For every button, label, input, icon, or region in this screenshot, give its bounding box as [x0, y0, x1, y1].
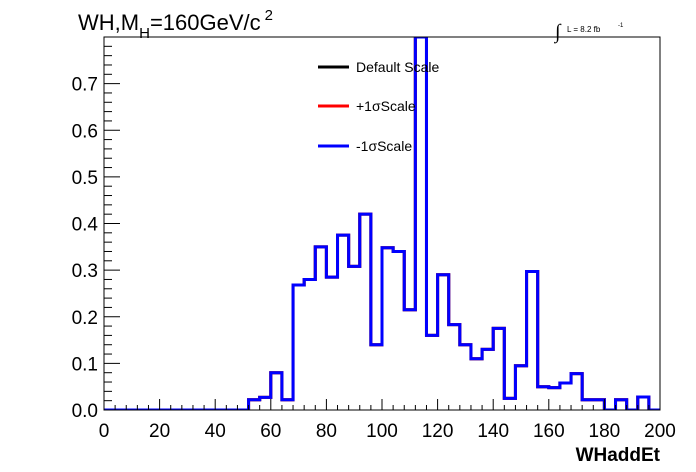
title-main: WH,M — [78, 10, 139, 35]
y-tick-label: 0.1 — [72, 354, 98, 375]
x-tick-label: 180 — [589, 421, 621, 442]
x-tick-label: 40 — [205, 421, 226, 442]
histogram-series — [104, 37, 660, 410]
x-tick-label: 160 — [533, 421, 565, 442]
x-tick-label: 140 — [477, 421, 509, 442]
x-tick-label: 60 — [260, 421, 281, 442]
y-tick-label: 0.6 — [72, 121, 98, 142]
axis-layer: 0 20 40 60 80 100 120 140 160 180 200 0.0 0.1 0.2 0.3 0… — [72, 45, 676, 442]
y-tick-label: 0.3 — [72, 261, 98, 282]
chart-title: WH,MH=160GeV/c 2 — [78, 7, 273, 42]
legend-label: Default Scale — [356, 59, 439, 75]
luminosity-exponent: -1 — [618, 23, 624, 29]
y-tick-label: 0.7 — [72, 75, 98, 96]
x-tick-label: 200 — [644, 421, 676, 442]
histogram-series — [104, 37, 660, 410]
title-subscript: H — [139, 25, 150, 42]
integral-symbol: ∫ — [553, 21, 562, 44]
plot-frame — [103, 36, 661, 411]
x-tick-label: 80 — [316, 421, 337, 442]
legend-label: +1σScale — [356, 98, 416, 114]
title-rest: =160GeV/c — [150, 10, 261, 35]
y-tick-label: 0.0 — [72, 401, 98, 422]
y-tick-label: 0.2 — [72, 308, 98, 329]
legend-label: -1σScale — [356, 138, 412, 154]
x-tick-label: 0 — [99, 421, 110, 442]
luminosity-text: L = 8.2 fb — [567, 25, 601, 34]
title-superscript: 2 — [265, 7, 273, 24]
x-axis-label: WHaddEt — [576, 445, 661, 466]
y-tick-label: 0.5 — [72, 168, 98, 189]
histogram-series — [104, 37, 660, 410]
x-tick-label: 100 — [366, 421, 398, 442]
luminosity-label: ∫ L = 8.2 fb -1 — [553, 21, 624, 44]
x-tick-label: 20 — [149, 421, 170, 442]
legend: Default Scale +1σScale -1σScale — [318, 59, 439, 154]
x-tick-label: 120 — [422, 421, 454, 442]
series-layer — [104, 37, 660, 410]
y-tick-label: 0.4 — [72, 215, 99, 236]
